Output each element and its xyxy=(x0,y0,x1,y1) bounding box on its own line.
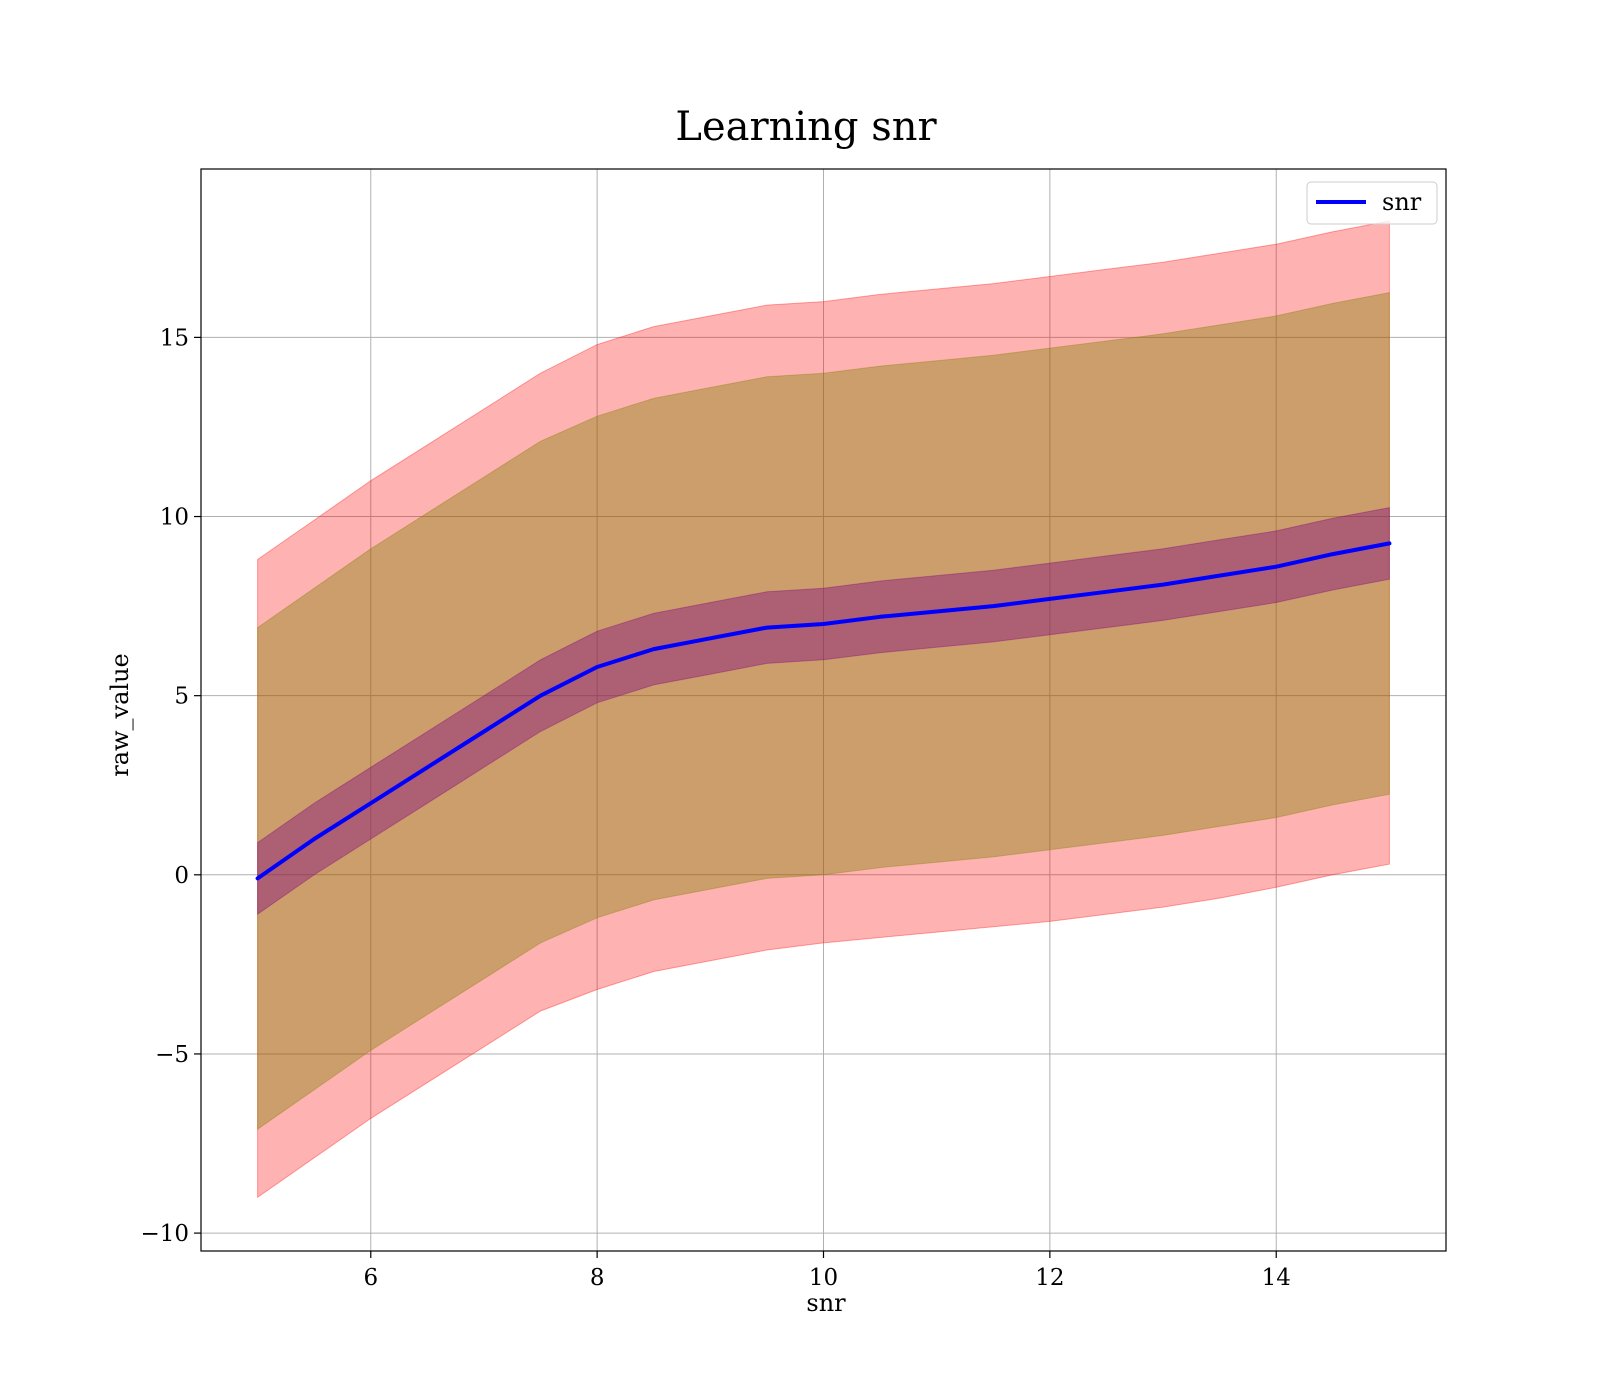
x-tick-label: 12 xyxy=(1035,1265,1064,1291)
band-1 xyxy=(257,291,1390,1131)
x-tick-label: 10 xyxy=(809,1265,838,1291)
y-tick-label: −5 xyxy=(155,1042,189,1068)
x-ticks: 6 8 10 12 14 xyxy=(363,1251,1291,1291)
legend-box xyxy=(1306,181,1438,225)
band-2 xyxy=(257,506,1390,916)
x-tick-label: 14 xyxy=(1262,1265,1291,1291)
x-tick-label: 6 xyxy=(363,1265,378,1291)
y-tick-label: −10 xyxy=(140,1221,189,1247)
grid xyxy=(201,169,1446,1251)
y-tick-label: 10 xyxy=(160,505,189,531)
legend: snr xyxy=(1306,181,1438,225)
y-tick-label: 5 xyxy=(174,684,189,710)
bands xyxy=(257,220,1390,1199)
series-lines xyxy=(255,541,1392,881)
y-tick-label: 0 xyxy=(174,863,189,889)
plot-area: 6 8 10 12 14 −10 −5 0 5 10 15 xyxy=(140,168,1447,1291)
x-tick-label: 8 xyxy=(590,1265,605,1291)
series-line-0 xyxy=(255,541,1392,881)
band-0 xyxy=(257,220,1390,1199)
x-axis-label: snr xyxy=(806,1289,846,1317)
y-ticks: −10 −5 0 5 10 15 xyxy=(140,325,201,1247)
y-tick-label: 15 xyxy=(160,325,189,351)
y-axis-label: raw_value xyxy=(106,653,134,777)
chart-title: Learning snr xyxy=(675,104,937,150)
legend-label-snr: snr xyxy=(1382,188,1422,216)
